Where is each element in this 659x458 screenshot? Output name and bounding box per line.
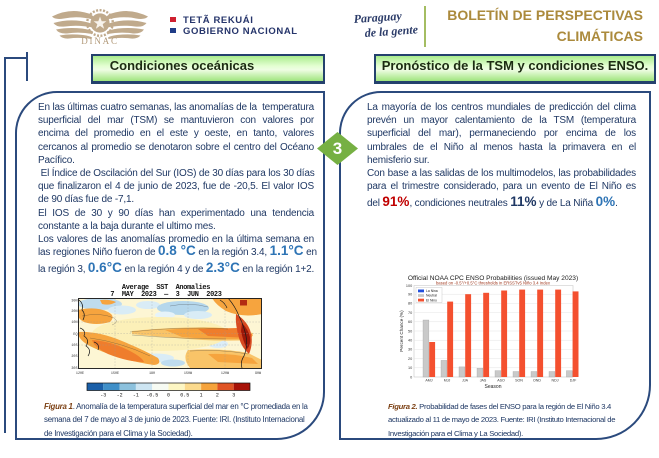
svg-text:90: 90 — [408, 293, 412, 297]
svg-text:150W: 150W — [184, 372, 193, 376]
svg-text:20: 20 — [408, 357, 412, 361]
svg-text:50: 50 — [408, 329, 412, 333]
svg-text:150E: 150E — [111, 372, 119, 376]
svg-text:10S: 10S — [71, 344, 77, 348]
svg-text:30N: 30N — [71, 300, 77, 304]
svg-text:1: 1 — [200, 393, 203, 399]
svg-text:de la gente: de la gente — [364, 22, 419, 40]
svg-text:EQ: EQ — [73, 333, 77, 337]
svg-text:Official NOAA CPC ENSO Probabi: Official NOAA CPC ENSO Probabilities (is… — [408, 275, 578, 282]
svg-text:30: 30 — [408, 348, 412, 352]
svg-text:SON: SON — [515, 379, 523, 383]
svg-text:-0.5: -0.5 — [146, 393, 158, 399]
svg-text:-1: -1 — [133, 393, 139, 399]
svg-text:120E: 120E — [76, 372, 84, 376]
svg-text:Season: Season — [485, 384, 502, 390]
svg-text:100: 100 — [406, 284, 412, 288]
svg-text:ASO: ASO — [497, 379, 505, 383]
svg-text:MJJ: MJJ — [444, 379, 451, 383]
svg-text:Neutral: Neutral — [426, 294, 437, 298]
svg-text:40: 40 — [408, 339, 412, 343]
svg-text:70: 70 — [408, 311, 412, 315]
svg-text:Paraguay: Paraguay — [353, 9, 403, 26]
svg-text:30S: 30S — [71, 367, 77, 371]
svg-text:based on -0.5°/+0.5°C threshol: based on -0.5°/+0.5°C thresholds in ERSS… — [436, 281, 551, 286]
svg-text:El Nino: El Nino — [426, 298, 437, 302]
svg-text:DINAC: DINAC — [81, 36, 119, 46]
svg-text:10N: 10N — [71, 321, 77, 325]
svg-text:0.5: 0.5 — [180, 393, 189, 399]
svg-text:3: 3 — [232, 393, 235, 399]
svg-text:20S: 20S — [71, 355, 77, 359]
svg-text:DJF: DJF — [570, 379, 577, 383]
svg-text:Percent Chance (%): Percent Chance (%) — [399, 310, 404, 352]
svg-text:-3: -3 — [100, 393, 106, 399]
svg-text:80: 80 — [408, 302, 412, 306]
svg-text:180: 180 — [149, 372, 155, 376]
svg-text:60: 60 — [408, 320, 412, 324]
svg-text:NDJ: NDJ — [552, 379, 559, 383]
svg-text:90W: 90W — [255, 372, 262, 376]
svg-text:AMJ: AMJ — [425, 379, 432, 383]
svg-text:-2: -2 — [117, 393, 123, 399]
svg-text:La Nina: La Nina — [426, 289, 438, 293]
svg-text:10: 10 — [408, 366, 412, 370]
svg-text:0: 0 — [167, 393, 170, 399]
svg-text:2: 2 — [216, 393, 219, 399]
svg-text:0: 0 — [410, 375, 412, 379]
svg-text:OND: OND — [533, 379, 541, 383]
svg-text:JAS: JAS — [480, 379, 487, 383]
svg-text:120W: 120W — [221, 372, 230, 376]
svg-text:JJA: JJA — [462, 379, 469, 383]
svg-text:20N: 20N — [71, 310, 77, 314]
